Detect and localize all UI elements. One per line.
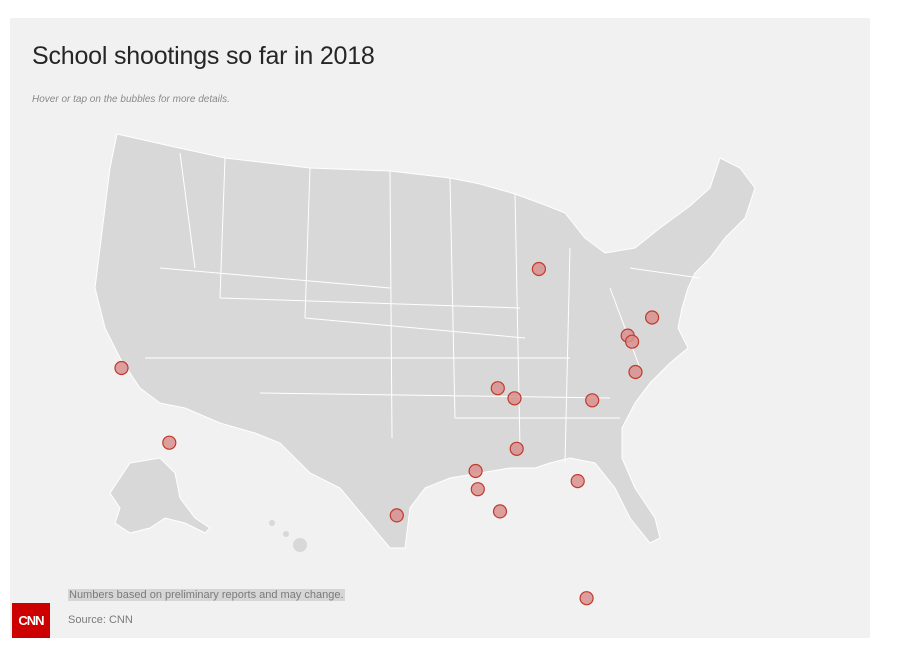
shooting-bubble[interactable] xyxy=(507,391,522,406)
shooting-bubble[interactable] xyxy=(509,441,524,456)
hawaii-island xyxy=(293,538,307,552)
shooting-bubble[interactable] xyxy=(624,334,640,349)
map-card: School shootings so far in 2018 Hover or… xyxy=(10,18,870,638)
shooting-bubble[interactable] xyxy=(162,435,177,450)
hawaii-island xyxy=(283,531,289,537)
state-border xyxy=(145,152,701,464)
bubbles xyxy=(114,261,660,606)
shooting-bubble[interactable] xyxy=(570,474,585,489)
shooting-bubble[interactable] xyxy=(628,364,643,380)
alaska xyxy=(109,457,211,534)
shooting-bubble[interactable] xyxy=(468,463,483,479)
cnn-logo: CNN xyxy=(12,603,50,638)
subtitle: Hover or tap on the bubbles for more det… xyxy=(32,94,230,105)
cnn-logo-text: CNN xyxy=(18,613,44,628)
state-borders xyxy=(145,152,701,464)
lower-48-outline xyxy=(94,133,756,549)
source: Source: CNN xyxy=(68,614,133,626)
hawaii-island xyxy=(269,520,275,526)
shooting-bubble[interactable] xyxy=(389,508,404,523)
us-map xyxy=(94,133,756,606)
page-title: School shootings so far in 2018 xyxy=(32,42,375,70)
lower-48-landmass xyxy=(94,133,756,549)
alaska-outline xyxy=(109,457,211,534)
shooting-bubble[interactable] xyxy=(492,504,508,519)
hawaii xyxy=(269,520,307,552)
shooting-bubble[interactable] xyxy=(531,261,547,277)
shooting-bubble[interactable] xyxy=(470,482,485,497)
shooting-bubble[interactable] xyxy=(114,360,129,376)
shooting-bubble[interactable] xyxy=(490,381,505,396)
shooting-bubble[interactable] xyxy=(585,393,600,408)
footnote: Numbers based on preliminary reports and… xyxy=(68,589,345,601)
shooting-bubble[interactable] xyxy=(579,591,594,606)
shooting-bubble[interactable] xyxy=(644,310,660,325)
